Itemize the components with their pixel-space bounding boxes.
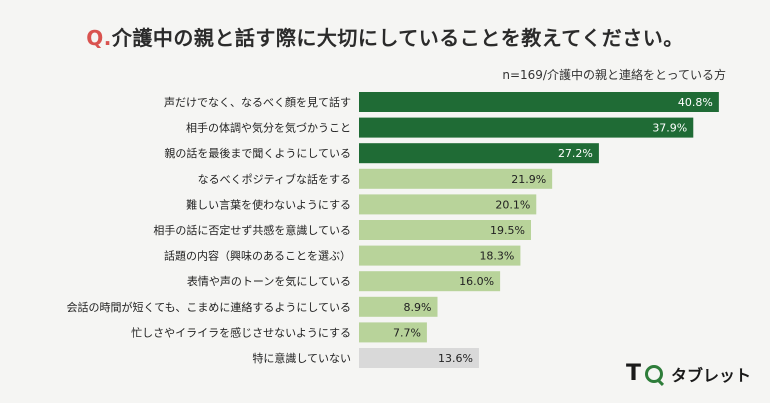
brand-logo: T タブレット (626, 362, 751, 386)
question-text: 介護中の親と話す際に大切にしていることを教えてください。 (111, 26, 684, 50)
category-label: 難しい言葉を使わないようにする (186, 197, 351, 211)
bar (359, 117, 694, 138)
brand-letter-t: T (626, 361, 642, 386)
bar (359, 143, 599, 164)
category-label: 声だけでなく、なるべく顔を見て話す (164, 95, 351, 109)
value-label: 13.6% (438, 352, 473, 365)
value-label: 27.2% (558, 147, 593, 160)
question-prefix: Q. (86, 26, 112, 50)
bar (359, 220, 531, 240)
bar (359, 271, 501, 292)
magnifier-q-icon (645, 365, 664, 383)
category-label: 相手の体調や気分を気づかうこと (186, 121, 351, 135)
brand-name: タブレット (671, 366, 752, 385)
category-label: なるべくポジティブな話をする (198, 172, 351, 186)
bar (359, 348, 479, 368)
value-label: 18.3% (479, 250, 514, 263)
chart-title: Q.介護中の親と話す際に大切にしていることを教えてください。 (0, 22, 770, 51)
value-label: 16.0% (459, 275, 494, 288)
value-label: 7.7% (393, 326, 421, 339)
value-label: 37.9% (652, 122, 687, 135)
category-label: 特に意識していない (252, 351, 351, 365)
bar (359, 168, 553, 189)
bar (359, 92, 719, 112)
category-label: 忙しさやイライラを感じさせないようにする (131, 325, 351, 339)
bar (359, 194, 537, 215)
category-label: 相手の話に否定せず共感を意識している (153, 223, 351, 237)
category-label: 会話の時間が短くても、こまめに連絡するようにしている (67, 300, 351, 314)
bar (359, 296, 438, 317)
value-label: 21.9% (511, 173, 546, 186)
bar (359, 245, 521, 266)
category-label: 話題の内容（興味のあることを選ぶ） (164, 249, 351, 263)
category-label: 親の話を最後まで聞くようにしている (164, 146, 351, 160)
value-label: 20.1% (495, 198, 530, 211)
category-label: 表情や声のトーンを気にしている (187, 274, 351, 288)
sample-note: n=169/介護中の親と連絡をとっている方 (502, 68, 726, 82)
value-label: 40.8% (678, 96, 713, 109)
value-label: 19.5% (490, 224, 525, 237)
value-label: 8.9% (404, 301, 432, 314)
bar (359, 322, 427, 343)
